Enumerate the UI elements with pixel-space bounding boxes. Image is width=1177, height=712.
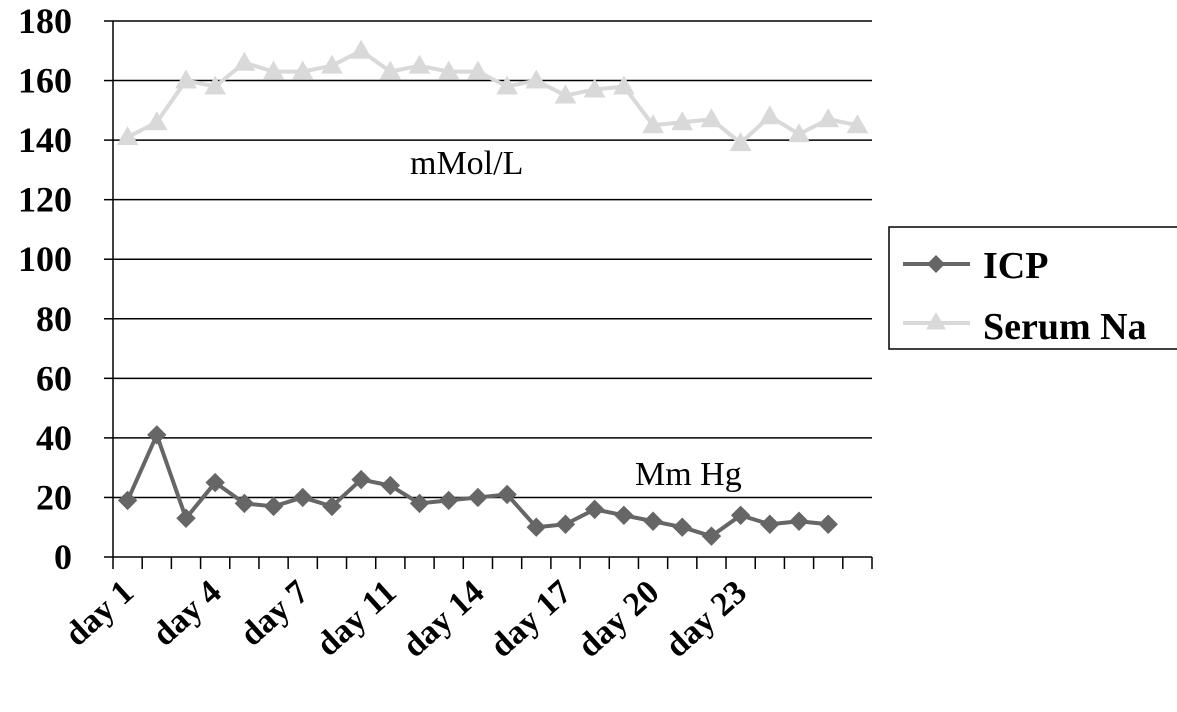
icp-point	[263, 496, 284, 517]
serum-na-point	[583, 78, 606, 98]
y-tick-label: 60	[36, 358, 72, 398]
icp-point	[789, 511, 809, 531]
icp-point	[147, 425, 167, 445]
serum-na-point	[525, 69, 548, 89]
y-tick-label: 180	[18, 1, 72, 41]
serum-na-point	[613, 75, 635, 95]
icp-point	[380, 475, 401, 496]
annotation-na-unit: mMol/L	[410, 145, 523, 182]
icp-point	[643, 511, 663, 531]
legend-na-label: Serum Na	[983, 306, 1147, 348]
serum-na-point	[291, 60, 314, 80]
icp-point	[526, 517, 546, 537]
serum-na-point	[233, 51, 256, 71]
legend-icp-label: ICP	[983, 245, 1048, 287]
icp-point	[234, 493, 255, 514]
serum-na-point	[116, 126, 139, 146]
serum-na-point	[817, 108, 840, 128]
serum-na-point	[175, 69, 197, 89]
icp-point	[584, 499, 605, 520]
axes	[104, 20, 873, 569]
serum-na-point	[671, 111, 694, 131]
serum-na-point	[758, 105, 781, 125]
icp-point	[730, 505, 751, 526]
serum-na-point	[700, 108, 723, 128]
y-tick-label: 160	[18, 61, 72, 101]
serum-na-point	[846, 114, 869, 134]
x-tick-label: day 4	[145, 573, 228, 653]
icp-point	[293, 487, 313, 508]
y-tick-label: 120	[18, 180, 72, 220]
icp-point	[205, 472, 225, 493]
serum-na-point	[379, 60, 402, 80]
icp-point	[322, 496, 342, 517]
serum-na-point	[788, 123, 810, 143]
serum-na-point	[642, 114, 664, 134]
serum-na-point	[467, 60, 489, 80]
serum-na-point	[262, 60, 285, 80]
icp-point	[818, 514, 838, 534]
y-tick-label: 20	[36, 477, 72, 517]
icp-point	[701, 526, 722, 546]
x-tick-label: day 20	[571, 573, 667, 664]
y-tick-label: 80	[36, 299, 72, 339]
icp-point	[497, 484, 517, 505]
serum-na-point	[204, 75, 227, 95]
icp-point	[409, 493, 430, 514]
serum-na-point	[437, 60, 460, 80]
x-tick-label: day 14	[396, 573, 492, 664]
legend-na-marker	[926, 312, 946, 330]
icp-point	[176, 508, 196, 528]
y-tick-label: 100	[18, 239, 72, 279]
icp-point	[439, 490, 459, 511]
icp-point	[614, 505, 634, 526]
serum-na-point	[496, 75, 518, 95]
serum-na-point	[408, 54, 431, 74]
icp-point	[760, 514, 780, 534]
icp-point	[555, 514, 576, 534]
x-tick-label: day 7	[233, 573, 316, 653]
icp-point	[117, 490, 138, 511]
annotation-icp-unit: Mm Hg	[635, 456, 742, 493]
icp-point	[351, 469, 371, 490]
legend-icp-marker	[927, 255, 945, 273]
legend: ICP Serum Na	[888, 226, 1177, 350]
gridlines	[113, 20, 872, 499]
x-tick-label: day 11	[309, 573, 403, 663]
y-tick-labels: 0 20 40 60 80 100 120 140 160 180	[18, 1, 72, 577]
icp-point	[468, 487, 488, 508]
x-tick-label: day 17	[483, 573, 579, 664]
x-tick-label: day 23	[658, 573, 754, 664]
icp-point	[672, 517, 692, 537]
serum-na-point	[350, 39, 372, 59]
serum-na-point	[554, 84, 577, 104]
y-tick-label: 0	[54, 537, 72, 577]
serum-na-point	[321, 54, 343, 74]
serum-na-point	[729, 132, 752, 152]
y-tick-label: 140	[18, 120, 72, 160]
serum-na-point	[145, 111, 168, 131]
x-tick-label: day 1	[58, 573, 141, 653]
y-tick-label: 40	[36, 418, 72, 458]
series-layer	[116, 39, 869, 546]
